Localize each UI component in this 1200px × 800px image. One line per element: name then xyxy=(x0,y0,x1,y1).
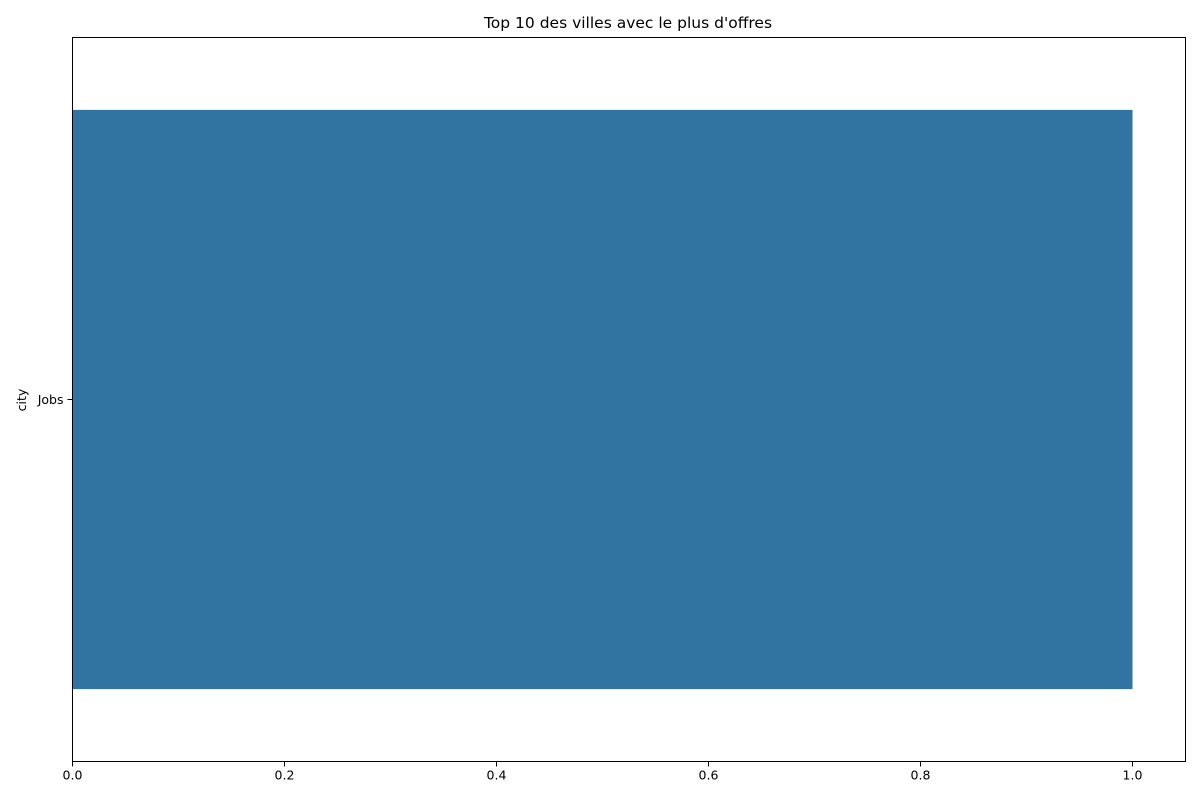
x-tick-label: 0.2 xyxy=(275,768,295,783)
y-tick-label: Jobs xyxy=(37,392,64,407)
x-tick-label: 0.0 xyxy=(63,768,83,783)
y-axis-ticks: Jobs xyxy=(37,392,73,407)
x-tick-label: 0.4 xyxy=(487,768,507,783)
x-tick-label: 0.8 xyxy=(911,768,931,783)
x-axis-ticks: 0.0 0.2 0.4 0.6 0.8 1.0 xyxy=(63,761,1143,783)
bar-jobs xyxy=(72,109,1133,690)
x-tick-label: 0.6 xyxy=(699,768,719,783)
chart-title: Top 10 des villes avec le plus d'offres xyxy=(483,14,772,32)
bars-group xyxy=(72,109,1133,690)
x-tick-label: 1.0 xyxy=(1123,768,1143,783)
plot-frame xyxy=(72,37,1186,762)
y-axis-label: city xyxy=(14,388,29,411)
